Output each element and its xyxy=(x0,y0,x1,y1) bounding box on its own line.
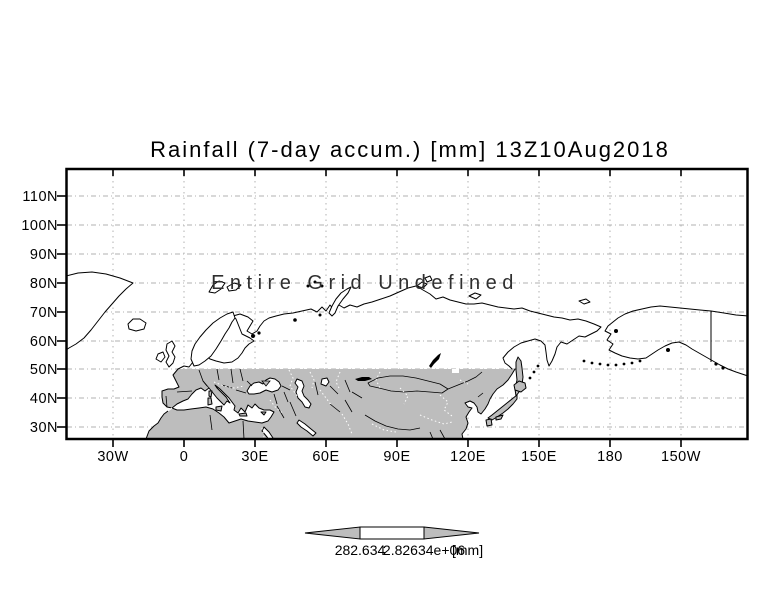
hulun-lake xyxy=(452,369,459,373)
plot-title: Rainfall (7-day accum.) [mm] 13Z10Aug201… xyxy=(150,137,670,162)
sardinia-island xyxy=(207,397,213,406)
colorbar-left-arrow xyxy=(304,526,361,540)
lat-label-50n: 50N xyxy=(30,362,58,378)
st-lawrence-island xyxy=(614,329,618,333)
lon-label-0: 0 xyxy=(180,449,189,465)
colorbar-right-arrow xyxy=(423,526,480,540)
black-sea xyxy=(246,377,282,395)
franz-josef-land-dot xyxy=(306,284,310,288)
annotation-entire-grid-undefined: Entire Grid Undefined xyxy=(211,272,519,294)
lat-label-80n: 80N xyxy=(30,276,58,292)
lat-label-110n: 110N xyxy=(22,189,58,205)
hokkaido-island xyxy=(513,380,527,393)
lake-onega xyxy=(257,331,261,335)
lake-baikal xyxy=(429,353,441,368)
lat-label-90n: 90N xyxy=(30,247,58,263)
gibraltar-strait xyxy=(167,407,173,412)
panhandle-island-dot xyxy=(721,366,725,370)
lon-label-150w: 150W xyxy=(661,449,701,465)
wrangel-island xyxy=(578,298,591,305)
lake-ladoga xyxy=(251,334,255,338)
eurasia-arctic-coastline xyxy=(177,285,602,370)
map-frame xyxy=(65,167,749,441)
severnaya-zemlya-islands xyxy=(416,275,433,289)
aral-sea xyxy=(320,377,330,387)
panhandle-island-dot xyxy=(714,362,718,366)
river-lines xyxy=(213,369,469,439)
lon-label-120e: 120E xyxy=(450,449,486,465)
ireland-island xyxy=(155,351,166,363)
shikoku-island xyxy=(495,414,504,421)
south-land-coastline xyxy=(145,368,516,439)
franz-josef-land-dot xyxy=(320,284,324,288)
lat-label-40n: 40N xyxy=(30,391,58,407)
kodiak-island xyxy=(666,348,670,352)
lat-label-60n: 60N xyxy=(30,334,58,350)
latitude-ticks xyxy=(57,195,66,428)
caspian-sea xyxy=(294,378,312,409)
kuril-island-dot xyxy=(528,376,532,380)
greenland-coast xyxy=(67,271,134,350)
colorbar-units-label: [mm] xyxy=(452,542,483,558)
lat-label-30n: 30N xyxy=(30,420,58,436)
lon-label-30e: 30E xyxy=(241,449,268,465)
kyushu-island xyxy=(485,418,493,427)
lon-label-180: 180 xyxy=(597,449,623,465)
iceland-island xyxy=(127,318,147,332)
novaya-zemlya-islands xyxy=(328,286,352,317)
lon-label-30w: 30W xyxy=(97,449,128,465)
longitude-axis-labels: 30W 0 30E 60E 90E 120E 150E 180 150W xyxy=(97,449,701,465)
latitude-axis-labels: 110N 100N 90N 80N 70N 60N 50N 40N 30N xyxy=(21,189,58,436)
svalbard-islands xyxy=(208,280,242,294)
great-britain-island xyxy=(165,340,176,368)
lon-label-90e: 90E xyxy=(383,449,410,465)
crimea-peninsula xyxy=(261,380,271,387)
longitude-ticks xyxy=(112,439,682,447)
map-layers xyxy=(67,271,747,439)
alaska-coastline xyxy=(604,305,747,377)
kuril-island-dot xyxy=(536,364,540,368)
colorbar-min-label: 282.634 xyxy=(335,542,386,558)
lon-label-60e: 60E xyxy=(312,449,339,465)
lat-label-70n: 70N xyxy=(30,305,58,321)
top-inner-ticks xyxy=(112,170,682,176)
sicily-island xyxy=(215,405,223,412)
scandinavia-peninsula xyxy=(190,311,236,367)
colorbar: 282.634 2.82634e+06 [mm] xyxy=(304,526,483,558)
lake-balkhash xyxy=(355,377,372,381)
cyprus-island xyxy=(260,411,267,416)
lat-label-100n: 100N xyxy=(21,218,58,234)
kolguyev-island xyxy=(293,318,297,322)
colorbar-max-label: 2.82634e+06 xyxy=(383,542,465,558)
corsica-island xyxy=(208,390,213,398)
persian-gulf xyxy=(296,419,317,437)
aleutian-islands-dots xyxy=(582,359,642,367)
vaygach-island xyxy=(318,313,322,317)
franz-josef-land-dot xyxy=(313,280,317,284)
colorbar-middle-segment xyxy=(359,526,425,540)
lon-label-150e: 150E xyxy=(521,449,557,465)
new-siberian-islands xyxy=(468,292,482,300)
kuril-island-dot xyxy=(532,370,536,374)
crete-island xyxy=(238,412,248,417)
